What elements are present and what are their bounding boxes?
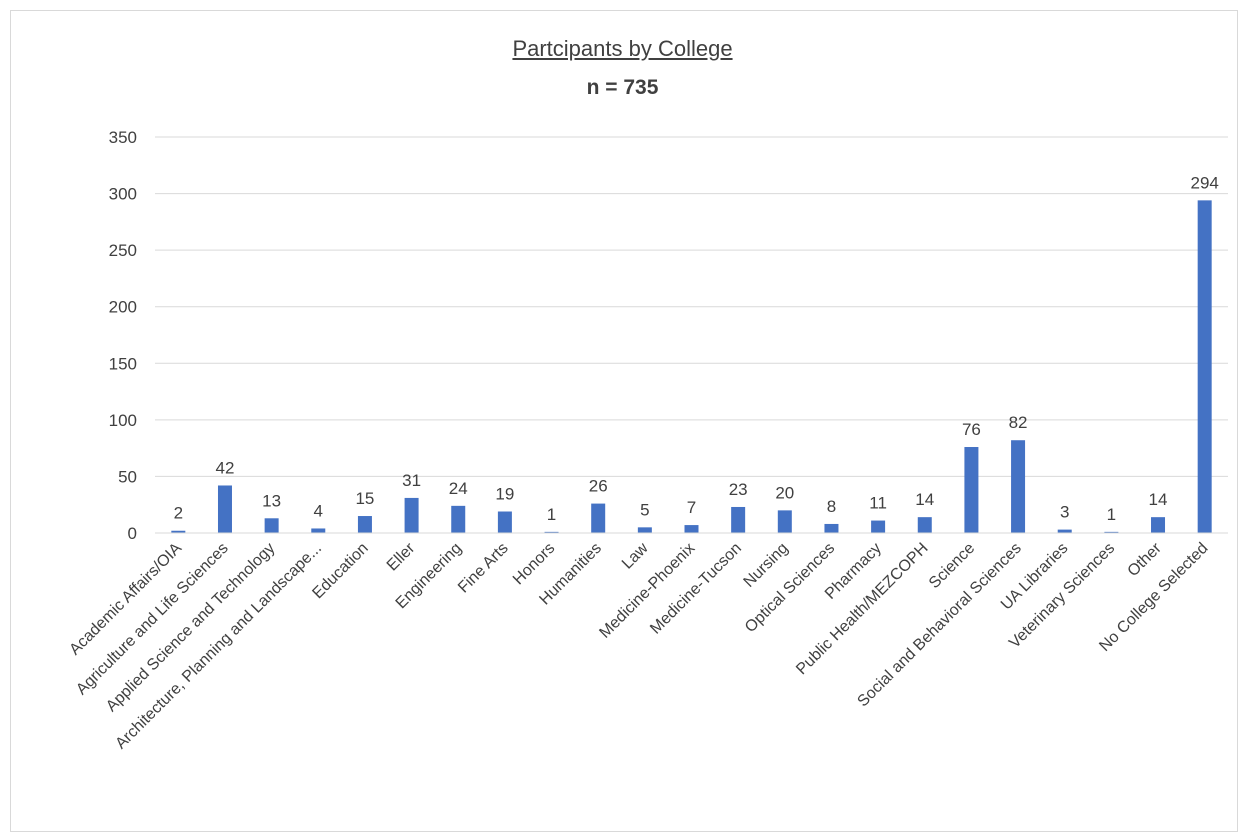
data-label: 26 xyxy=(589,477,608,496)
y-tick-label: 200 xyxy=(109,298,137,317)
data-label: 4 xyxy=(314,501,323,520)
bar xyxy=(171,530,186,533)
bar xyxy=(1151,517,1166,533)
bar xyxy=(1104,531,1119,533)
data-label: 5 xyxy=(640,500,649,519)
bar xyxy=(357,516,372,533)
bar xyxy=(1011,440,1026,533)
data-label: 8 xyxy=(827,497,836,516)
x-category-label: Applied Science and Technology xyxy=(103,540,278,715)
data-label: 14 xyxy=(1149,490,1168,509)
x-category-label: Law xyxy=(619,539,652,572)
bar xyxy=(544,531,559,533)
bar xyxy=(591,503,606,533)
y-tick-label: 350 xyxy=(109,128,137,147)
bar xyxy=(1057,529,1072,533)
bar xyxy=(497,511,512,533)
bar xyxy=(637,527,652,533)
data-label: 82 xyxy=(1009,413,1028,432)
data-label: 11 xyxy=(869,494,887,513)
chart-subtitle: n = 735 xyxy=(586,76,659,99)
x-category-label: Eller xyxy=(384,539,419,574)
data-label: 14 xyxy=(915,490,934,509)
y-tick-label: 50 xyxy=(118,467,137,486)
y-axis-ticks: 0 50 100 150 200 250 300 350 xyxy=(109,128,137,543)
bar xyxy=(217,485,232,533)
bar xyxy=(777,510,792,533)
bar xyxy=(264,518,279,533)
y-tick-label: 300 xyxy=(109,185,137,204)
bar xyxy=(917,517,932,533)
data-label: 2 xyxy=(174,504,183,523)
bar xyxy=(871,520,886,533)
x-category-label: Other xyxy=(1125,539,1166,580)
bar xyxy=(1197,200,1212,534)
data-label: 15 xyxy=(355,489,374,508)
data-label: 23 xyxy=(729,480,748,499)
data-label: 24 xyxy=(449,479,468,498)
chart-title: Partcipants by College xyxy=(512,36,733,61)
data-label: 42 xyxy=(216,458,235,477)
y-tick-label: 250 xyxy=(109,241,137,260)
data-label: 1 xyxy=(547,505,556,524)
y-tick-label: 150 xyxy=(109,354,137,373)
data-label: 7 xyxy=(687,498,696,517)
bar xyxy=(311,528,326,533)
data-label: 294 xyxy=(1190,173,1218,192)
data-label: 19 xyxy=(495,485,514,504)
gridlines xyxy=(155,136,1228,477)
data-label: 31 xyxy=(402,471,421,490)
bar xyxy=(684,525,699,533)
bar xyxy=(964,447,979,533)
data-label: 20 xyxy=(775,483,794,502)
y-tick-label: 100 xyxy=(109,411,137,430)
x-category-label: Fine Arts xyxy=(455,540,512,597)
bar xyxy=(404,497,419,533)
chart-frame xyxy=(10,10,1238,832)
y-tick-label: 0 xyxy=(128,524,137,543)
data-label: 1 xyxy=(1107,505,1116,524)
bar xyxy=(451,505,466,533)
data-label: 76 xyxy=(962,420,981,439)
data-label: 13 xyxy=(262,491,281,510)
bar xyxy=(731,506,746,533)
data-label: 3 xyxy=(1060,503,1069,522)
bars xyxy=(171,200,1212,534)
bar xyxy=(824,523,839,533)
x-category-label: Medicine-Tucson xyxy=(647,540,745,638)
